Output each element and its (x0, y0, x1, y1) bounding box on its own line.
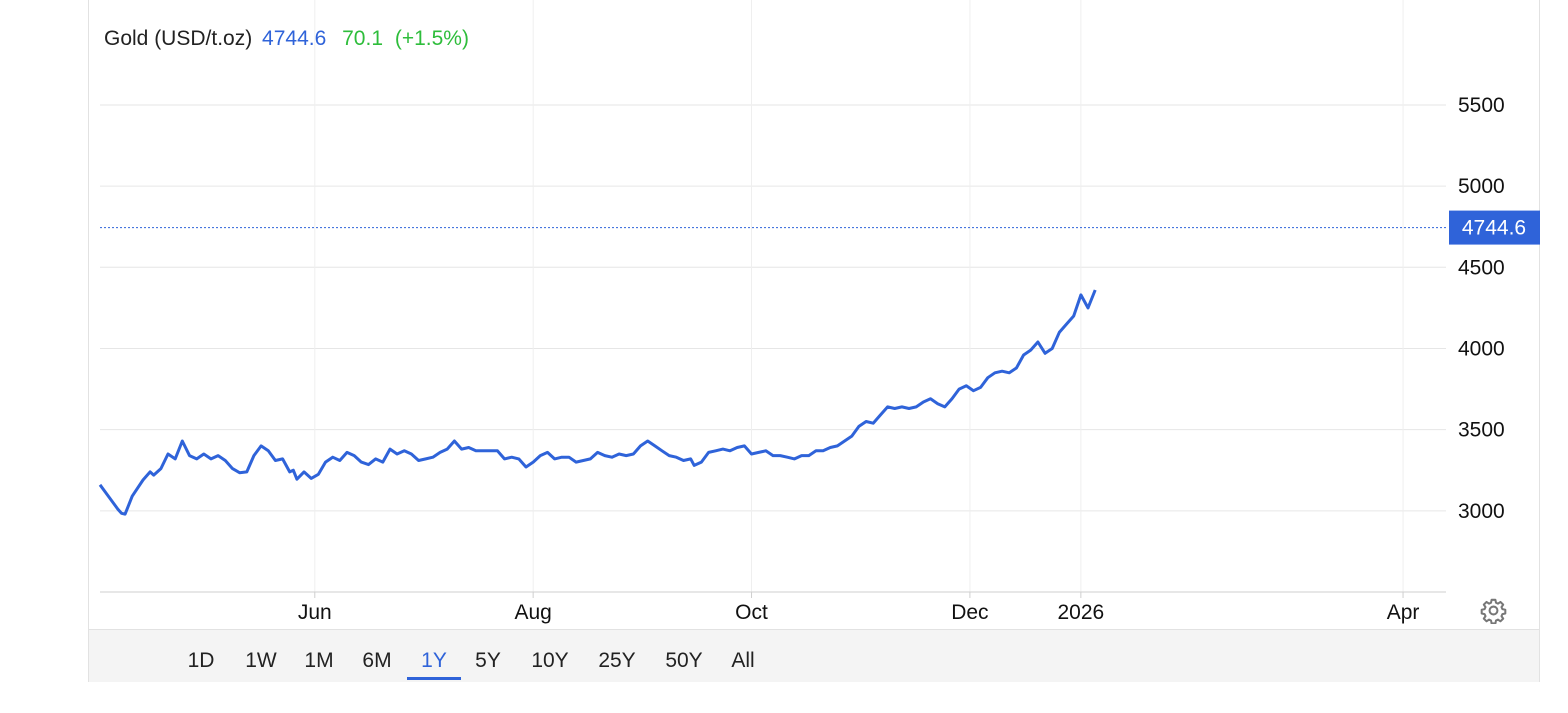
range-button-1y[interactable]: 1Y (407, 630, 461, 680)
gear-icon[interactable] (1480, 597, 1507, 624)
last-price-label-text: 4744.6 (1462, 217, 1526, 240)
range-button-1w[interactable]: 1W (239, 630, 283, 680)
current-price: 4744.6 (262, 27, 327, 50)
last-price-label-box (1449, 210, 1540, 245)
y-gridlines (100, 104, 1446, 512)
price-change: 70.1 (342, 27, 383, 50)
range-selector: 1D 1W 1M 6M 1Y 5Y 10Y 25Y 50Y All (89, 629, 1539, 682)
range-button-25y[interactable]: 25Y (591, 630, 643, 680)
x-tick-label: Jun (298, 601, 332, 624)
x-gridlines (314, 0, 1404, 592)
y-axis-ticks: 3000 3500 4000 4500 5000 5500 (1458, 94, 1505, 523)
range-button-50y[interactable]: 50Y (658, 630, 710, 680)
chart-legend: Gold (USD/t.oz) 4744.6 70.1 (+1.5%) (104, 27, 469, 51)
x-axis-ticks: Jun Aug Oct Dec 2026 Apr (298, 592, 1420, 624)
x-tick-label: Aug (514, 601, 551, 624)
price-change-percent: (+1.5%) (394, 27, 469, 50)
range-button-all[interactable]: All (721, 630, 765, 680)
series-line-gold[interactable] (98, 289, 1097, 516)
range-button-5y[interactable]: 5Y (466, 630, 510, 680)
range-button-6m[interactable]: 6M (355, 630, 399, 680)
y-tick-label: 5500 (1458, 94, 1505, 117)
y-tick-label: 4000 (1458, 337, 1505, 360)
y-tick-label: 5000 (1458, 175, 1505, 198)
range-button-10y[interactable]: 10Y (524, 630, 576, 680)
y-tick-label: 3000 (1458, 500, 1505, 523)
instrument-name: Gold (USD/t.oz) (104, 27, 253, 50)
x-tick-label: 2026 (1058, 601, 1105, 624)
y-tick-label: 3500 (1458, 419, 1505, 442)
y-tick-label: 4500 (1458, 256, 1505, 279)
last-price-label: 4744.6 (1449, 210, 1540, 245)
range-button-1m[interactable]: 1M (297, 630, 341, 680)
x-tick-label: Dec (951, 601, 988, 624)
range-button-1d[interactable]: 1D (179, 630, 223, 680)
x-tick-label: Apr (1387, 601, 1420, 624)
x-tick-label: Oct (735, 601, 768, 624)
